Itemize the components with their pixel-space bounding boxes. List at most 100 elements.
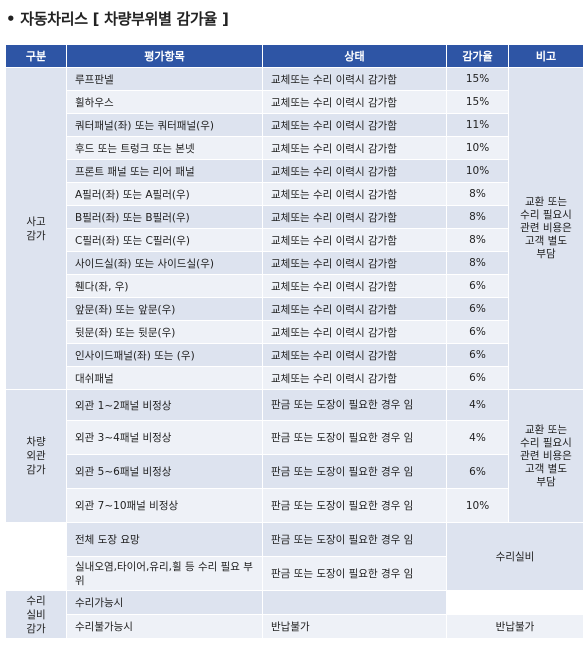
cell-item: 프론트 패널 또는 리어 패널 — [66, 159, 263, 183]
group-accident: 사고 감가 — [5, 67, 67, 390]
cell-status: 교체또는 수리 이력시 감가함 — [262, 67, 447, 91]
col-header-rate: 감가율 — [446, 44, 509, 68]
table-row: B필러(좌) 또는 B필러(우) 교체또는 수리 이력시 감가함 8% — [6, 205, 584, 229]
cell-rate: 6% — [446, 454, 509, 489]
cell-item: 외관 1~2패널 비정상 — [66, 389, 263, 421]
cell-item: 루프판넬 — [66, 67, 263, 91]
cell-item: 휀다(좌, 우) — [66, 274, 263, 298]
table-row: 차량 외관 감가 외관 1~2패널 비정상 판금 또는 도장이 필요한 경우 임… — [5, 389, 584, 523]
cell-rate: 6% — [446, 343, 509, 367]
cell-status: 교체또는 수리 이력시 감가함 — [262, 159, 447, 183]
group-exterior-label: 차량 외관 감가 — [26, 436, 46, 476]
cell-blank — [446, 590, 584, 615]
table-row: 쿼터패널(좌) 또는 쿼터패널(우) 교체또는 수리 이력시 감가함 11% — [6, 113, 584, 137]
group-accident-label: 사고 감가 — [26, 215, 46, 242]
note-repair-cost: 수리실비 — [446, 522, 584, 591]
note-exterior: 교환 또는 수리 필요시 관련 비용은 고객 별도 부담 — [508, 389, 584, 523]
cell-rate: 4% — [446, 420, 509, 455]
cell-status: 교체또는 수리 이력시 감가함 — [262, 228, 447, 252]
cell-status: 판금 또는 도장이 필요한 경우 임 — [262, 556, 447, 591]
cell-rate: 8% — [446, 205, 509, 229]
cell-status: 교체또는 수리 이력시 감가함 — [262, 274, 447, 298]
cell-item: 전체 도장 요망 — [66, 522, 263, 557]
cell-status: 판금 또는 도장이 필요한 경우 임 — [262, 488, 447, 523]
cell-item: 사이드실(좌) 또는 사이드실(우) — [66, 251, 263, 275]
cell-status: 판금 또는 도장이 필요한 경우 임 — [262, 454, 447, 489]
table-row: 외관 3~4패널 비정상 판금 또는 도장이 필요한 경우 임 4% — [6, 420, 584, 455]
table-row: A필러(좌) 또는 A필러(우) 교체또는 수리 이력시 감가함 8% — [6, 182, 584, 206]
cell-rate: 8% — [446, 228, 509, 252]
note-exterior-text: 교환 또는 수리 필요시 관련 비용은 고객 별도 부담 — [520, 423, 572, 488]
cell-status: 판금 또는 도장이 필요한 경우 임 — [262, 522, 447, 557]
table-row: 외관 5~6패널 비정상 판금 또는 도장이 필요한 경우 임 6% — [6, 454, 584, 489]
table-row: 수리 실비 감가 수리가능시 — [5, 590, 584, 639]
cell-rate: 11% — [446, 113, 509, 137]
table-row: 사고 감가 루프판넬 교체또는 수리 이력시 감가함 15% 교환 또는 수리 … — [5, 67, 584, 390]
note-no-return: 반납불가 — [446, 614, 584, 639]
table-row: 외관 7~10패널 비정상 판금 또는 도장이 필요한 경우 임 10% — [6, 488, 584, 523]
note-accident-text: 교환 또는 수리 필요시 관련 비용은 고객 별도 부담 — [520, 196, 572, 260]
cell-rate: 15% — [446, 67, 509, 91]
table-row: C필러(좌) 또는 C필러(우) 교체또는 수리 이력시 감가함 8% — [6, 228, 584, 252]
cell-rate: 10% — [446, 159, 509, 183]
cell-rate: 6% — [446, 366, 509, 390]
table-row: 휠하우스 교체또는 수리 이력시 감가함 15% — [6, 90, 584, 114]
table-row: 후드 또는 트렁크 또는 본넷 교체또는 수리 이력시 감가함 10% — [6, 136, 584, 160]
cell-item: 수리가능시 — [66, 590, 263, 615]
cell-rate: 10% — [446, 136, 509, 160]
cell-item: 앞문(좌) 또는 앞문(우) — [66, 297, 263, 321]
group-exterior: 차량 외관 감가 — [5, 389, 67, 523]
table-row: 대쉬패널 교체또는 수리 이력시 감가함 6% — [6, 366, 584, 390]
table-row: 뒷문(좌) 또는 뒷문(우) 교체또는 수리 이력시 감가함 6% — [6, 320, 584, 344]
table-row: 전체 도장 요망 판금 또는 도장이 필요한 경우 임 수리실비 — [5, 522, 584, 591]
cell-item: 휠하우스 — [66, 90, 263, 114]
cell-status: 교체또는 수리 이력시 감가함 — [262, 251, 447, 275]
table-row: 실내오염,타이어,유리,휠 등 수리 필요 부위 판금 또는 도장이 필요한 경… — [6, 556, 584, 591]
cell-status: 판금 또는 도장이 필요한 경우 임 — [262, 389, 447, 421]
note-accident: 교환 또는 수리 필요시 관련 비용은 고객 별도 부담 — [508, 67, 584, 390]
table-row: 수리불가능시 반납불가 반납불가 — [6, 614, 584, 639]
table-row: 인사이드패널(좌) 또는 (우) 교체또는 수리 이력시 감가함 6% — [6, 343, 584, 367]
cell-item: 대쉬패널 — [66, 366, 263, 390]
cell-item: 쿼터패널(좌) 또는 쿼터패널(우) — [66, 113, 263, 137]
cell-rate: 6% — [446, 297, 509, 321]
cell-item: C필러(좌) 또는 C필러(우) — [66, 228, 263, 252]
cell-item: 수리불가능시 — [66, 614, 263, 639]
cell-rate: 4% — [446, 389, 509, 421]
col-header-status: 상태 — [262, 44, 447, 68]
cell-rate: 6% — [446, 320, 509, 344]
group-repair-label: 수리 실비 감가 — [26, 594, 46, 635]
cell-item: 외관 3~4패널 비정상 — [66, 420, 263, 455]
cell-item: 실내오염,타이어,유리,휠 등 수리 필요 부위 — [66, 556, 263, 591]
header-row: 구분 평가항목 상태 감가율 비고 — [5, 44, 584, 68]
col-header-category: 구분 — [5, 44, 67, 68]
cell-status: 교체또는 수리 이력시 감가함 — [262, 182, 447, 206]
cell-status: 교체또는 수리 이력시 감가함 — [262, 297, 447, 321]
cell-status — [262, 590, 447, 615]
cell-rate: 10% — [446, 488, 509, 523]
cell-status: 교체또는 수리 이력시 감가함 — [262, 90, 447, 114]
cell-status: 교체또는 수리 이력시 감가함 — [262, 113, 447, 137]
cell-rate: 6% — [446, 274, 509, 298]
cell-status: 판금 또는 도장이 필요한 경우 임 — [262, 420, 447, 455]
cell-item: 외관 5~6패널 비정상 — [66, 454, 263, 489]
cell-status: 반납불가 — [262, 614, 447, 639]
table-row: 프론트 패널 또는 리어 패널 교체또는 수리 이력시 감가함 10% — [6, 159, 584, 183]
table-row: 사이드실(좌) 또는 사이드실(우) 교체또는 수리 이력시 감가함 8% — [6, 251, 584, 275]
cell-status: 교체또는 수리 이력시 감가함 — [262, 366, 447, 390]
table-row: 앞문(좌) 또는 앞문(우) 교체또는 수리 이력시 감가함 6% — [6, 297, 584, 321]
cell-status: 교체또는 수리 이력시 감가함 — [262, 320, 447, 344]
cell-status: 교체또는 수리 이력시 감가함 — [262, 205, 447, 229]
cell-rate: 15% — [446, 90, 509, 114]
cell-item: 인사이드패널(좌) 또는 (우) — [66, 343, 263, 367]
col-header-note: 비고 — [508, 44, 584, 68]
cell-item: B필러(좌) 또는 B필러(우) — [66, 205, 263, 229]
cell-item: A필러(좌) 또는 A필러(우) — [66, 182, 263, 206]
cell-rate: 8% — [446, 251, 509, 275]
cell-rate: 8% — [446, 182, 509, 206]
cell-status: 교체또는 수리 이력시 감가함 — [262, 343, 447, 367]
group-repair: 수리 실비 감가 — [5, 590, 67, 639]
cell-item: 외관 7~10패널 비정상 — [66, 488, 263, 523]
col-header-item: 평가항목 — [66, 44, 263, 68]
cell-item: 후드 또는 트렁크 또는 본넷 — [66, 136, 263, 160]
